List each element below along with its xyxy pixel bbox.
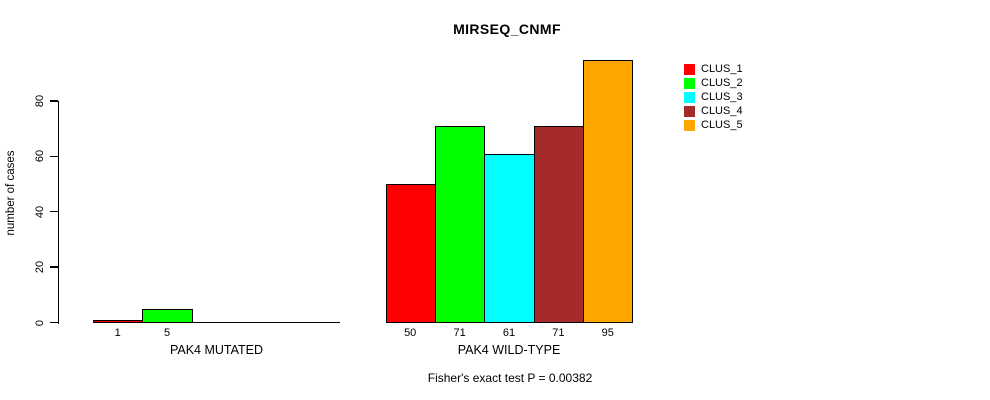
bar-value-label: 71 [453,326,466,339]
group-label: PAK4 WILD-TYPE [457,343,561,357]
legend-label-clus_4: CLUS_4 [701,105,743,117]
group-label: PAK4 MUTATED [169,343,264,357]
fisher-test-annotation: Fisher's exact test P = 0.00382 [427,371,593,385]
y-tick-label: 40 [34,205,46,218]
legend-swatch-clus_5 [684,120,695,131]
legend-swatch-clus_3 [684,92,695,103]
legend-swatch-clus_1 [684,64,695,75]
y-axis-tick [49,266,58,268]
legend-swatch-clus_4 [684,106,695,117]
bar-value-label: 95 [601,326,614,339]
y-tick-label: 20 [34,261,46,274]
y-axis-label: number of cases [5,150,17,236]
y-axis-tick [49,321,58,324]
y-tick-label: 0 [34,319,46,326]
bar-clus_2 [142,308,193,324]
legend-label-clus_3: CLUS_3 [701,91,743,103]
legend-label-clus_2: CLUS_2 [701,77,743,89]
bar-value-label: 71 [552,326,565,339]
bar-value-label: 5 [164,326,171,339]
bar-value-label: 1 [114,326,121,339]
y-tick-label: 60 [34,150,46,163]
bar-clus_1 [93,319,144,324]
bar-clus_1 [385,184,436,324]
legend-swatch-clus_2 [684,78,695,89]
legend-label-clus_5: CLUS_5 [701,119,743,131]
bar-value-label: 61 [502,326,516,339]
y-axis-tick [49,155,58,158]
group-baseline [93,321,340,324]
bar-clus_3 [484,153,535,324]
bar-clus_5 [583,59,634,324]
bar-clus_2 [434,125,486,324]
y-axis-line [57,101,59,324]
bar-value-label: 50 [404,326,417,339]
bar-clus_4 [533,125,585,324]
y-axis-tick [49,100,58,102]
chart-title: MIRSEQ_CNMF [453,21,561,37]
legend-label-clus_1: CLUS_1 [701,63,743,75]
y-tick-label: 80 [34,94,46,108]
y-axis-tick [49,211,58,213]
